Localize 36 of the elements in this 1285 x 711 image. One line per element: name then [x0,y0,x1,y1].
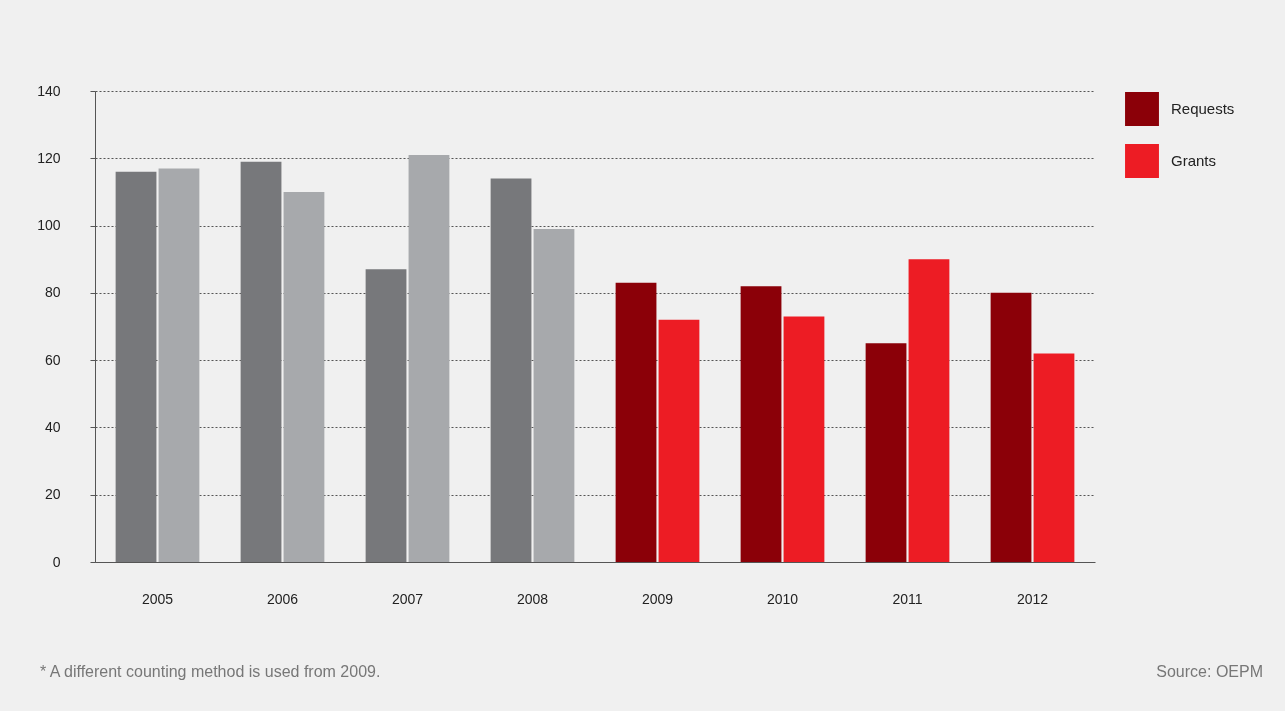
x-tick-label: 2008 [516,590,549,607]
y-tick-label: 120 [37,149,61,166]
bar [865,343,907,562]
y-tick-label: 100 [37,217,61,234]
bar [740,286,782,562]
y-tick-label: 20 [44,486,61,503]
text: * A different counting method is used from 2009. [40,663,381,680]
x-tick-label: 2011 [892,590,923,607]
bar [615,282,657,562]
bar [533,228,575,562]
bar [158,168,200,562]
x-tick-label: 2010 [766,590,799,607]
y-tick-label: 60 [44,351,61,368]
x-tick-label: 2005 [141,590,174,607]
bar [908,259,950,562]
bar [115,171,157,562]
bar [365,269,407,562]
x-tick-label: 2009 [641,590,674,607]
y-tick-label: 0 [52,553,61,570]
bar [283,191,325,562]
bar [240,161,282,562]
x-tick-label: 2006 [266,590,299,607]
legend-label: Grants [1171,152,1217,169]
source-note: Source: OEPM [1156,663,1263,680]
y-tick-label: 80 [44,284,61,301]
y-tick-label: 140 [37,82,61,99]
x-tick-label: 2012 [1016,590,1049,607]
bar [990,292,1032,562]
legend-label: Requests [1171,100,1235,117]
y-tick-label: 40 [44,418,61,435]
bar [783,316,825,562]
bar [1033,353,1075,562]
bar [490,178,532,562]
bar [408,154,450,562]
x-tick-label: 2007 [391,590,424,607]
bar [658,319,700,562]
